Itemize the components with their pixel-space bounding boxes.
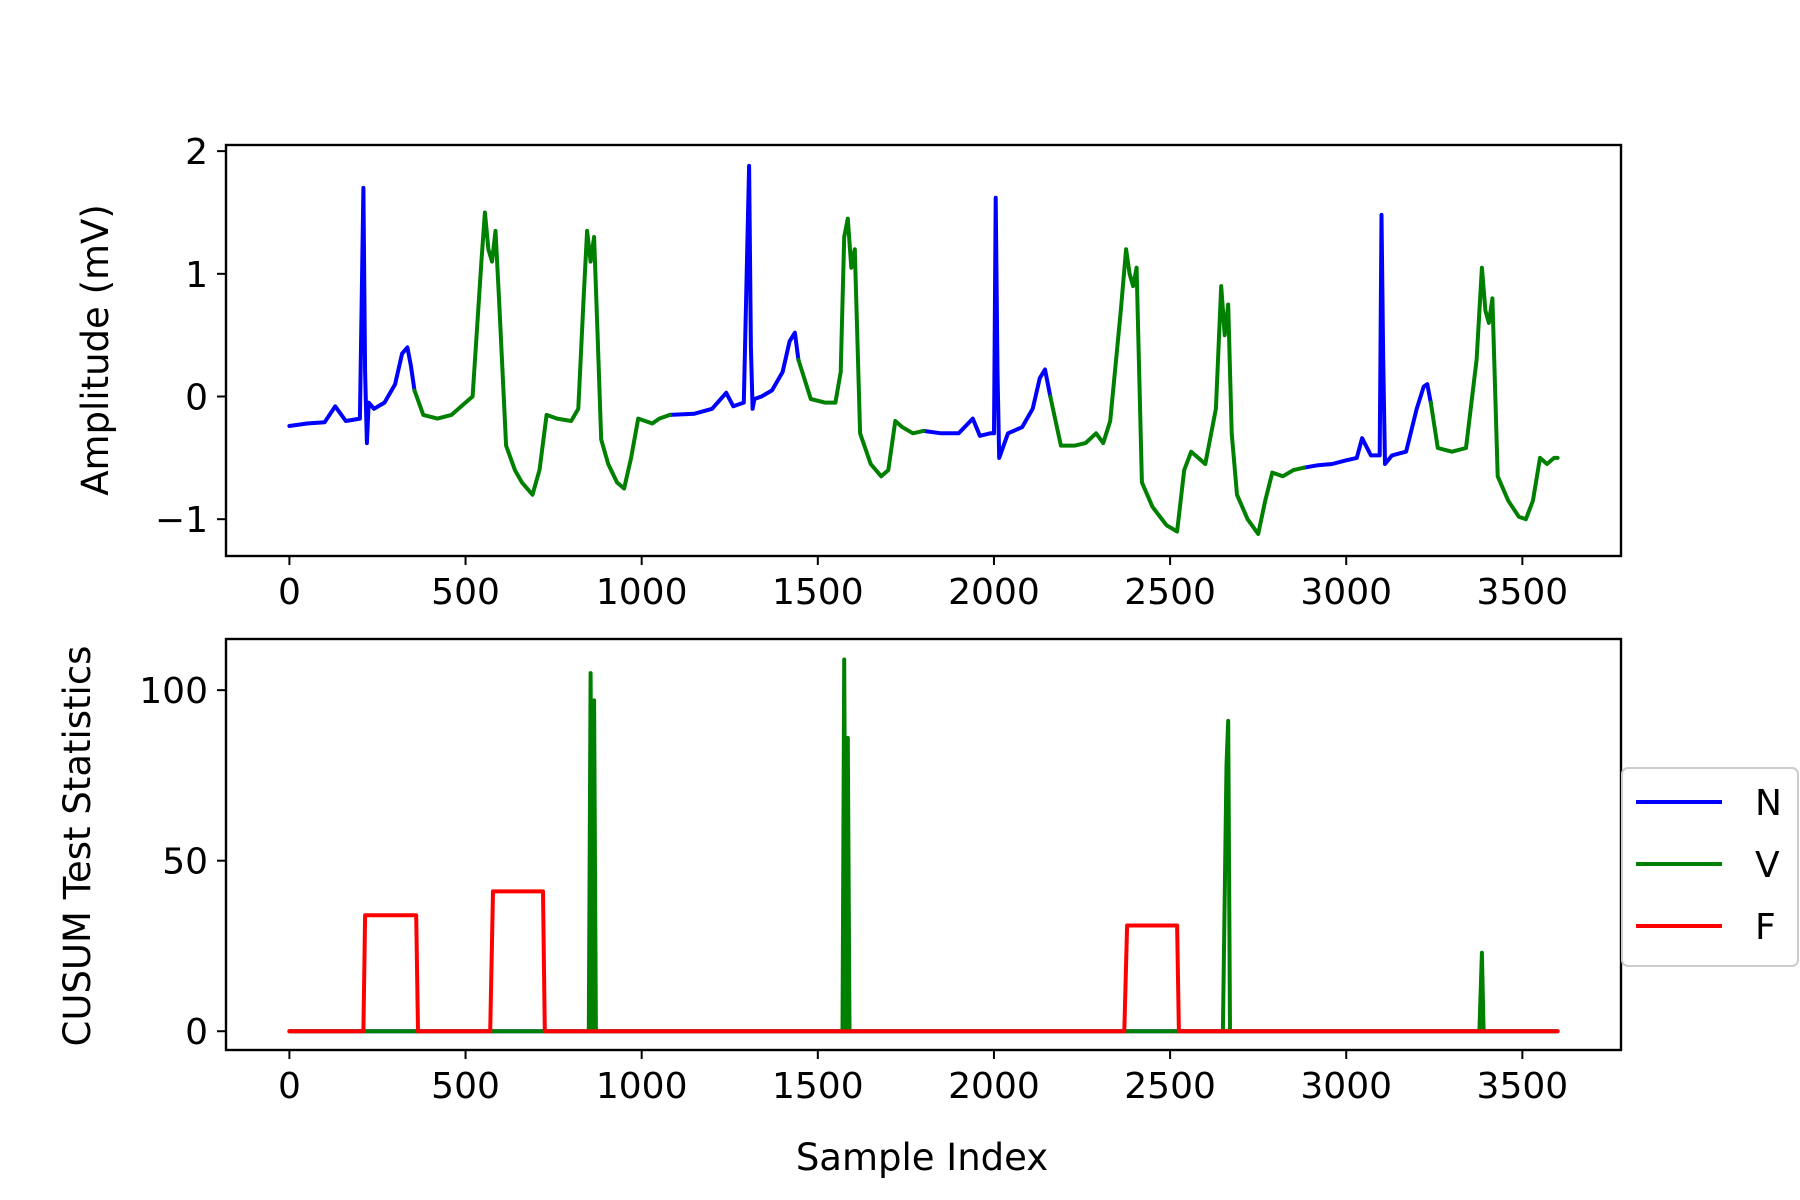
bottom-y-tick-label: 50 — [162, 842, 208, 883]
bottom-x-tick-label: 500 — [431, 1066, 500, 1107]
legend-label-f: F — [1755, 907, 1776, 948]
bottom-x-tick-label: 3000 — [1300, 1066, 1392, 1107]
top-x-tick-label: 500 — [431, 572, 500, 613]
top-x-tick-label: 1500 — [772, 572, 864, 613]
top-series-v-line-0 — [412, 210, 672, 497]
top-series-n-line-1 — [667, 163, 801, 417]
bottom-x-tick-label: 2500 — [1124, 1066, 1216, 1107]
top-series-v-line-1 — [796, 216, 926, 479]
top-axes: 0 500 1000 1500 2000 2500 3000 3500 −1 0 1 2 — [155, 132, 1568, 613]
top-y-tick-label: 1 — [185, 255, 208, 296]
top-x-tick-label: 3500 — [1477, 572, 1569, 613]
bottom-x-tick-label: 1000 — [596, 1066, 688, 1107]
top-series-v-line-2 — [1048, 247, 1306, 536]
bottom-axes: 0 500 1000 1500 2000 2500 3000 3500 0 50 100 — [139, 671, 1568, 1107]
top-y-tick-label: 0 — [185, 378, 208, 419]
top-series-v-line-3 — [1428, 265, 1560, 522]
bottom-y-tick-label: 0 — [185, 1012, 208, 1053]
bottom-panel: 0 500 1000 1500 2000 2500 3000 3500 0 50 100 CUSUM… — [56, 637, 1623, 1179]
top-x-tick-label: 2000 — [948, 572, 1040, 613]
bottom-y-tick-label: 100 — [139, 671, 208, 712]
bottom-series-f-line-0 — [287, 889, 1560, 1034]
bottom-plot-area — [287, 657, 1560, 1034]
bottom-y-axis-title: CUSUM Test Statistics — [56, 646, 99, 1047]
top-series-n-line-0 — [287, 185, 417, 446]
legend: NVF — [1621, 767, 1799, 967]
bottom-x-tick-label: 1500 — [772, 1066, 864, 1107]
legend-entries: NVF — [1636, 783, 1782, 948]
legend-label-n: N — [1755, 783, 1782, 824]
top-plot-frame — [224, 143, 1623, 558]
top-y-tick-label: 2 — [185, 132, 208, 173]
bottom-x-tick-label: 3500 — [1477, 1066, 1569, 1107]
top-x-tick-label: 0 — [278, 572, 301, 613]
top-series-n-line-3 — [1302, 212, 1433, 470]
top-x-tick-label: 2500 — [1124, 572, 1216, 613]
legend-box — [1621, 767, 1799, 967]
bottom-x-axis-title: Sample Index — [796, 1136, 1048, 1179]
top-x-tick-label: 3000 — [1300, 572, 1392, 613]
bottom-x-tick-label: 0 — [278, 1066, 301, 1107]
legend-label-v: V — [1755, 845, 1780, 886]
top-series-n-line-2 — [921, 195, 1053, 460]
top-y-tick-label: −1 — [155, 500, 208, 541]
top-y-axis-title: Amplitude (mV) — [74, 204, 117, 496]
top-x-tick-label: 1000 — [596, 572, 688, 613]
top-plot-area — [287, 163, 1560, 536]
top-panel: 0 500 1000 1500 2000 2500 3000 3500 −1 0 1 2 Amplit… — [74, 132, 1623, 613]
bottom-x-tick-label: 2000 — [948, 1066, 1040, 1107]
